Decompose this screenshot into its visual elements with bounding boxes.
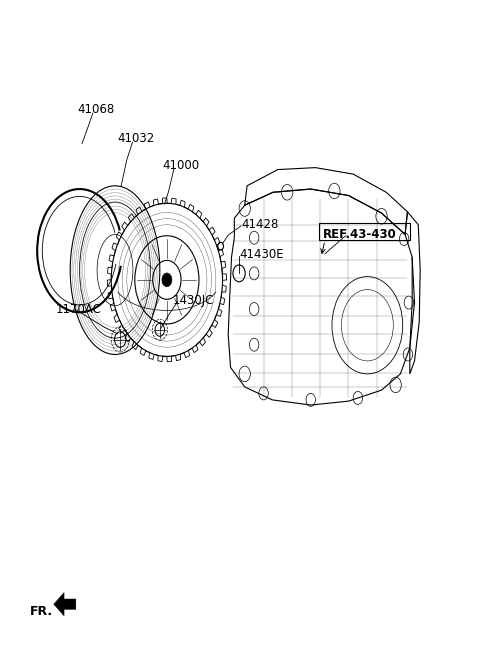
- Text: 41032: 41032: [118, 132, 155, 145]
- Text: 41428: 41428: [241, 218, 278, 231]
- Text: FR.: FR.: [30, 606, 53, 618]
- Text: 1430JC: 1430JC: [173, 294, 215, 307]
- Text: 1170AC: 1170AC: [56, 302, 102, 315]
- Text: 41430E: 41430E: [239, 248, 284, 261]
- Circle shape: [162, 273, 172, 286]
- Text: REF.43-430: REF.43-430: [323, 228, 396, 241]
- Text: 41000: 41000: [162, 158, 199, 171]
- Text: 41068: 41068: [77, 102, 115, 116]
- Bar: [319, 223, 410, 240]
- Polygon shape: [54, 593, 76, 616]
